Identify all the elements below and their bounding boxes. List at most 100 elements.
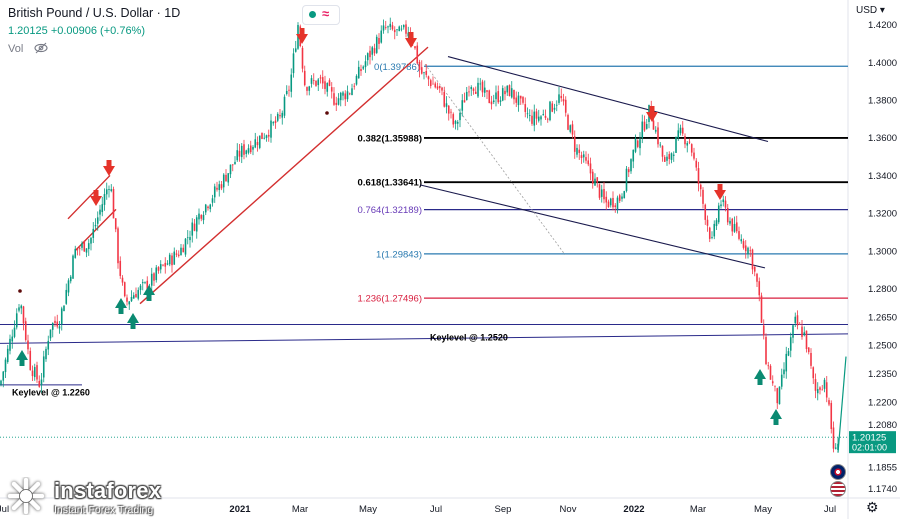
candle-body — [495, 92, 497, 100]
candle-body — [346, 91, 349, 100]
candle-body — [132, 295, 135, 299]
candle-body — [301, 47, 304, 69]
candle-body — [819, 387, 821, 390]
candle-body — [193, 223, 196, 231]
candle-body — [321, 77, 324, 84]
candle-body — [519, 95, 522, 99]
candle-body — [645, 124, 648, 129]
candle-body — [227, 173, 230, 183]
candle-body — [666, 156, 668, 161]
candle-body — [414, 46, 416, 49]
watermark-tagline: Instant Forex Trading — [54, 504, 154, 516]
candle-body — [371, 47, 374, 55]
candle-body — [549, 101, 551, 121]
candle-body — [63, 305, 65, 312]
candle-body — [708, 227, 711, 239]
candle-body — [573, 136, 576, 152]
candle-body — [135, 293, 137, 298]
y-tick-label: 1.3000 — [868, 246, 897, 257]
y-tick-label: 1.3800 — [868, 95, 897, 106]
candle-body — [384, 27, 387, 29]
candle-body — [684, 136, 686, 145]
x-tick-label: Sep — [495, 504, 512, 515]
candle-body — [49, 329, 52, 339]
event-marker — [18, 289, 22, 293]
fib-level-label: 1(1.29843) — [376, 249, 422, 260]
candle-body — [306, 87, 308, 91]
buy-arrow-icon — [115, 298, 127, 314]
candle-body — [702, 189, 704, 204]
candle-body — [258, 135, 261, 148]
candle-body — [265, 135, 268, 138]
candle-body — [238, 150, 241, 157]
candle-body — [357, 66, 360, 79]
sell-arrow-icon — [405, 32, 417, 48]
candle-body — [231, 164, 234, 166]
candle-body — [738, 231, 740, 239]
candle-body — [150, 273, 153, 286]
candle-body — [360, 69, 362, 72]
candle-body — [139, 285, 142, 290]
candle-body — [600, 189, 603, 197]
candle-body — [504, 90, 506, 95]
candle-body — [209, 204, 212, 210]
y-tick-label: 1.1855 — [868, 462, 897, 473]
flag-lower-line — [74, 208, 117, 252]
candle-body — [382, 25, 385, 31]
indicator-chip[interactable]: ≈ — [302, 5, 340, 25]
candle-body — [180, 247, 182, 256]
hide-eye-icon[interactable] — [34, 42, 48, 54]
currency-selector[interactable]: USD ▾ — [856, 5, 885, 16]
candle-body — [429, 80, 432, 86]
candle-body — [65, 289, 68, 304]
candle-body — [821, 389, 824, 391]
candle-body — [832, 427, 835, 449]
candle-body — [810, 352, 812, 366]
candle-body — [717, 205, 720, 223]
candle-body — [729, 220, 731, 224]
candle-body — [171, 255, 173, 266]
wave-icon: ≈ — [322, 6, 330, 21]
candle-body — [560, 95, 563, 99]
x-tick-label: Jul — [824, 504, 836, 515]
candle-body — [130, 297, 133, 302]
candle-body — [488, 90, 491, 104]
candle-body — [114, 218, 117, 230]
candle-body — [51, 322, 54, 330]
candle-body — [607, 201, 610, 208]
x-tick-label: 2021 — [229, 504, 251, 515]
candle-body — [173, 251, 176, 265]
watermark-brand: instaforex — [54, 478, 162, 503]
candle-body — [598, 184, 601, 198]
candle-body — [524, 104, 527, 112]
event-marker — [325, 111, 329, 115]
candle-body — [6, 348, 9, 363]
candle-body — [483, 87, 486, 93]
keylevel-left-label: Keylevel @ 1.2260 — [12, 387, 90, 397]
candle-body — [380, 30, 383, 43]
candle-body — [589, 163, 592, 174]
candle-body — [292, 53, 295, 74]
candle-body — [369, 50, 371, 58]
candle-body — [441, 87, 443, 91]
candle-body — [67, 280, 70, 293]
candle-body — [510, 88, 513, 98]
candle-body — [823, 379, 826, 389]
settings-gear-icon[interactable]: ⚙ — [866, 499, 879, 515]
buy-arrow-icon — [770, 409, 782, 425]
candle-body — [420, 67, 423, 74]
candle-body — [756, 273, 758, 282]
candle-body — [13, 327, 16, 337]
candle-body — [528, 115, 531, 116]
candle-body — [427, 76, 430, 80]
candle-body — [425, 71, 428, 75]
candle-body — [834, 447, 837, 449]
candle-body — [141, 282, 144, 284]
candle-body — [828, 400, 830, 405]
candle-body — [175, 253, 178, 255]
candle-body — [587, 160, 590, 165]
candle-body — [508, 85, 511, 96]
y-tick-label: 1.3200 — [868, 209, 897, 220]
candle-body — [531, 115, 533, 124]
